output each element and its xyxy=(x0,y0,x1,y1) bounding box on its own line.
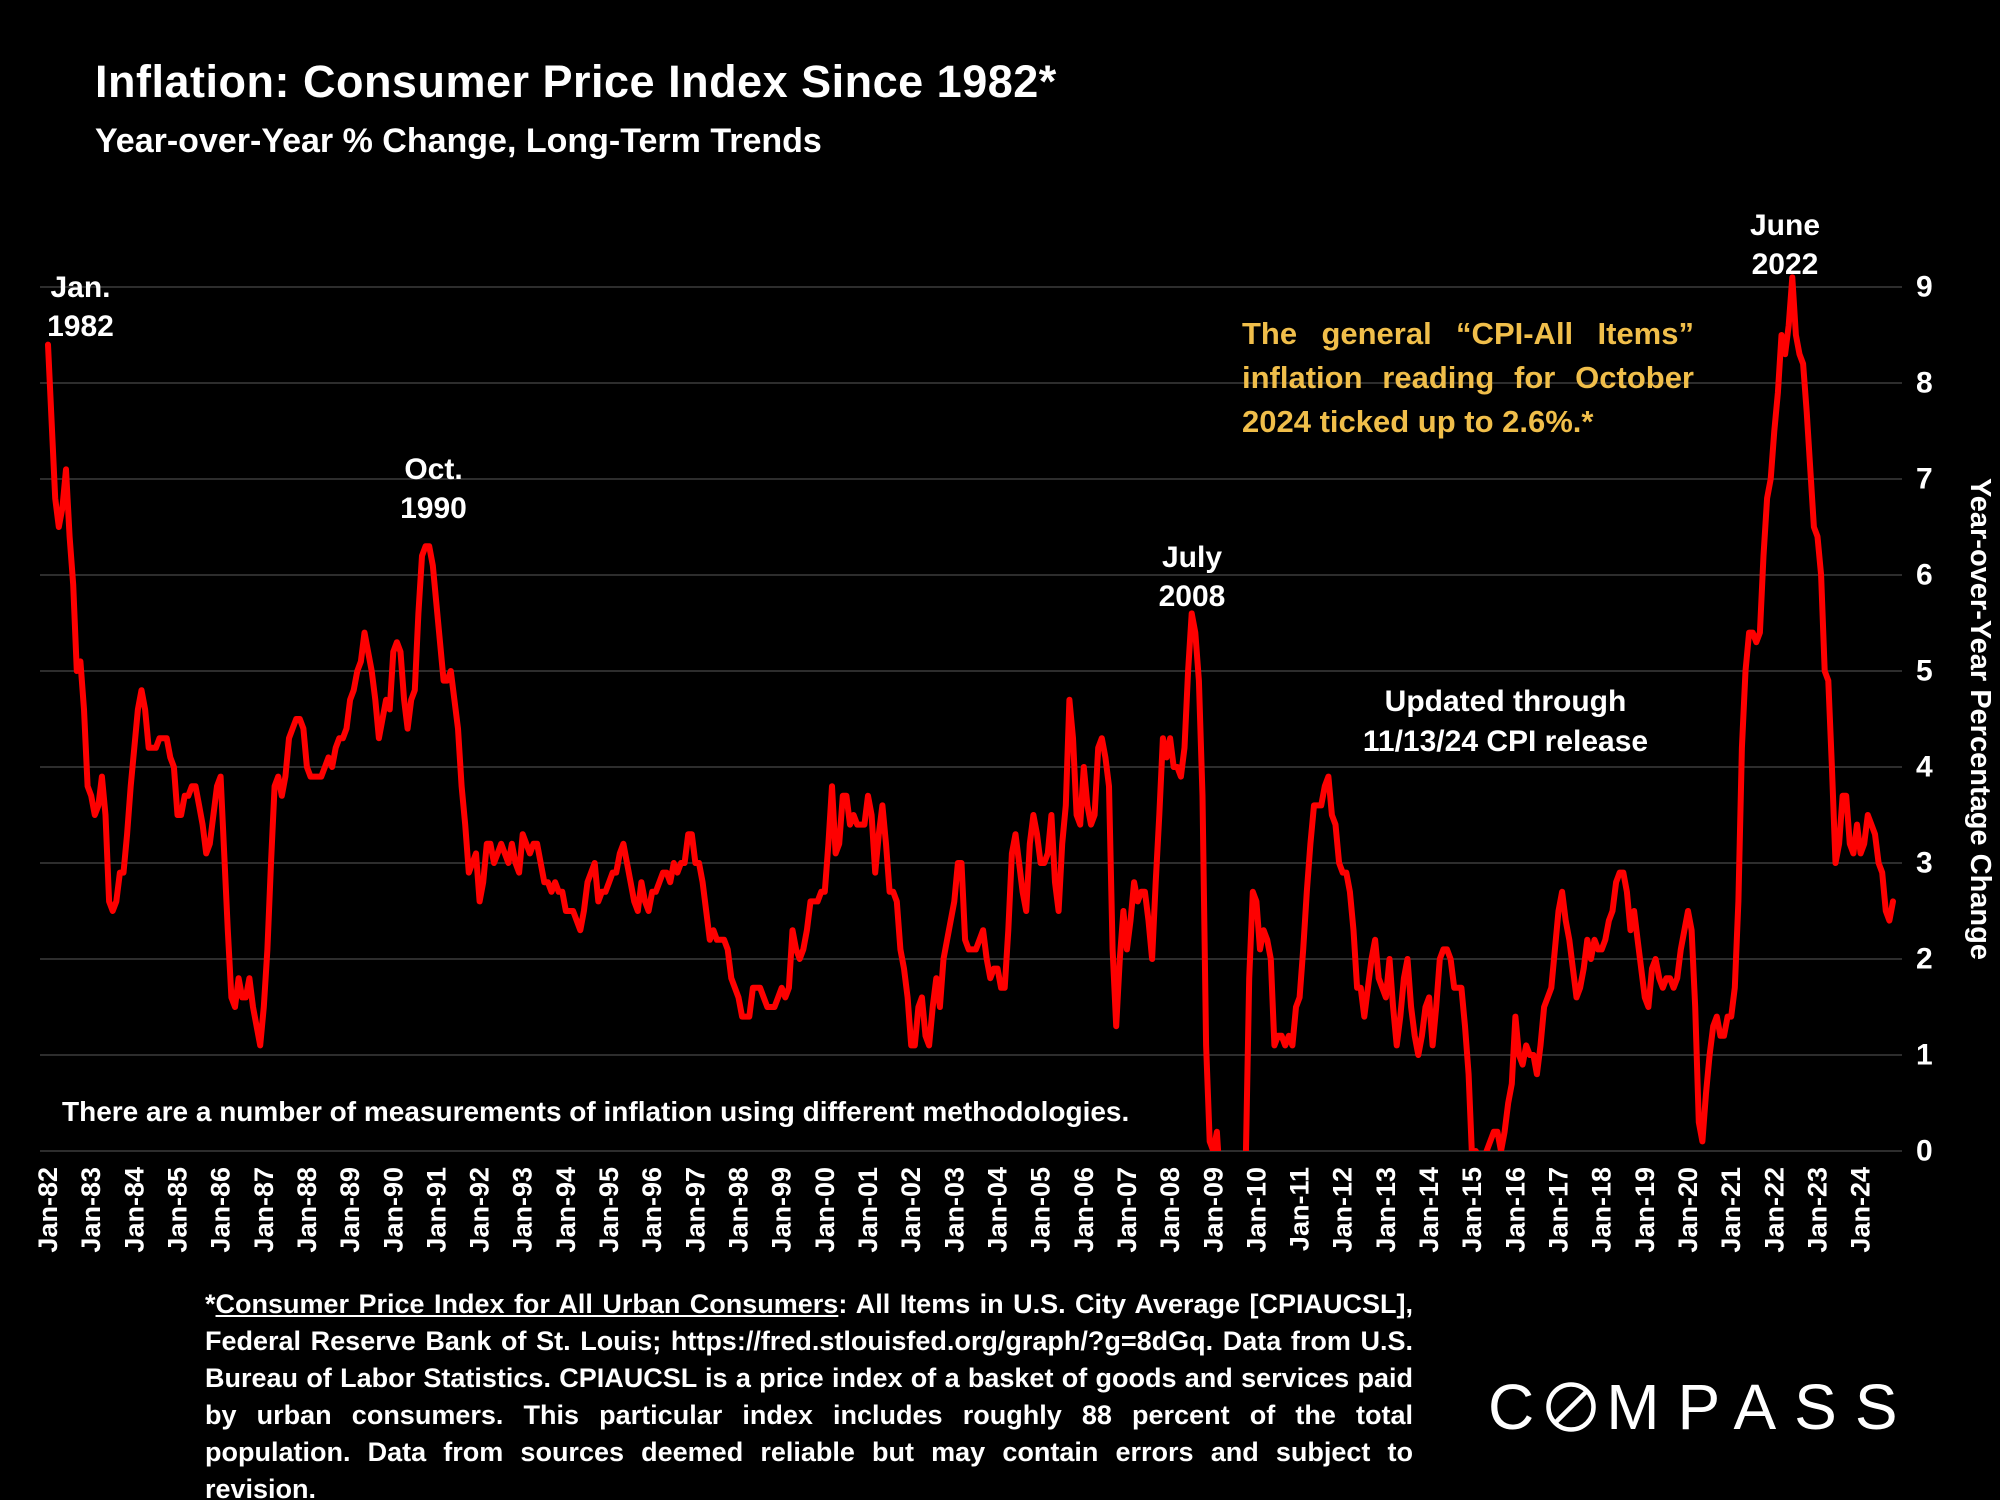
y-tick-label: 4 xyxy=(1916,751,1933,784)
logo-text-left: C xyxy=(1488,1371,1553,1443)
x-tick-label: Jan-06 xyxy=(1069,1167,1099,1253)
x-tick-label: Jan-86 xyxy=(206,1167,236,1253)
annotation-july-2008: July 2008 xyxy=(1122,538,1262,616)
annotation-line: Jan. xyxy=(50,271,111,304)
annotation-line: July xyxy=(1161,541,1223,574)
footnote-body: : All Items in U.S. City Average [CPIAUC… xyxy=(205,1289,1414,1500)
compass-logo: C MPASS xyxy=(1488,1370,1916,1444)
x-tick-label: Jan-13 xyxy=(1371,1167,1401,1253)
y-tick-label: 7 xyxy=(1916,463,1933,496)
y-tick-label: 6 xyxy=(1916,559,1933,592)
x-tick-label: Jan-00 xyxy=(810,1167,840,1253)
x-tick-label: Jan-89 xyxy=(335,1167,365,1253)
annotation-line: 1982 xyxy=(47,310,114,343)
x-tick-label: Jan-14 xyxy=(1414,1167,1444,1253)
x-tick-label: Jan-87 xyxy=(249,1167,279,1253)
annotation-october-2024-callout: The general “CPI-All Items” inflation re… xyxy=(1242,316,1694,439)
x-tick-label: Jan-15 xyxy=(1457,1167,1487,1253)
annotation-june-2022: June 2022 xyxy=(1710,206,1860,284)
x-tick-label: Jan-17 xyxy=(1544,1167,1574,1253)
slashed-o-icon xyxy=(1546,1382,1596,1432)
x-tick-label: Jan-84 xyxy=(119,1167,149,1253)
x-tick-label: Jan-94 xyxy=(551,1167,581,1253)
x-tick-label: Jan-07 xyxy=(1112,1167,1142,1253)
y-tick-label: 3 xyxy=(1916,847,1933,880)
x-tick-label: Jan-03 xyxy=(939,1167,969,1253)
annotation-line: June xyxy=(1749,209,1821,242)
x-tick-label: Jan-09 xyxy=(1198,1167,1228,1253)
x-tick-label: Jan-22 xyxy=(1759,1167,1789,1253)
y-tick-label: 5 xyxy=(1916,655,1933,688)
y-axis-title: Year-over-Year Percentage Change xyxy=(1964,478,1996,960)
x-tick-label: Jan-92 xyxy=(465,1167,495,1253)
y-tick-label: 8 xyxy=(1916,367,1933,400)
x-tick-label: Jan-18 xyxy=(1587,1167,1617,1253)
x-tick-label: Jan-08 xyxy=(1155,1167,1185,1253)
y-tick-label: 0 xyxy=(1916,1135,1933,1168)
x-tick-label: Jan-19 xyxy=(1630,1167,1660,1253)
x-tick-label: Jan-20 xyxy=(1673,1167,1703,1253)
footnote: *Consumer Price Index for All Urban Cons… xyxy=(205,1286,1413,1500)
annotation-line: 2008 xyxy=(1158,580,1226,613)
annotation-line: 1990 xyxy=(400,492,467,525)
x-tick-label: Jan-16 xyxy=(1500,1167,1530,1253)
annotation-updated-through: Updated through 11/13/24 CPI release xyxy=(1308,682,1703,762)
logo-text-right: MPASS xyxy=(1606,1371,1916,1443)
chart-subtitle: Year-over-Year % Change, Long-Term Trend… xyxy=(95,122,822,160)
annotation-line: 11/13/24 CPI release xyxy=(1362,725,1649,758)
x-tick-label: Jan-90 xyxy=(378,1167,408,1253)
cpi-line xyxy=(45,274,1896,1151)
y-tick-label: 2 xyxy=(1916,943,1933,976)
annotation-methodologies-note: There are a number of measurements of in… xyxy=(62,1096,1130,1127)
x-tick-label: Jan-10 xyxy=(1241,1167,1271,1253)
annotation-line: Oct. xyxy=(404,453,463,486)
x-tick-label: Jan-97 xyxy=(680,1167,710,1253)
x-tick-label: Jan-04 xyxy=(982,1167,1012,1253)
footnote-asterisk: * xyxy=(205,1289,216,1319)
x-tick-label: Jan-23 xyxy=(1802,1167,1832,1253)
x-tick-label: Jan-95 xyxy=(594,1167,624,1253)
x-tick-label: Jan-91 xyxy=(421,1167,451,1253)
chart-title: Inflation: Consumer Price Index Since 19… xyxy=(95,56,1057,107)
annotation-oct-1990: Oct. 1990 xyxy=(366,450,501,528)
footnote-underlined-term: Consumer Price Index for All Urban Consu… xyxy=(215,1289,839,1319)
x-tick-label: Jan-21 xyxy=(1716,1167,1746,1253)
x-tick-label: Jan-99 xyxy=(767,1167,797,1253)
x-tick-label: Jan-11 xyxy=(1285,1167,1315,1251)
y-tick-label: 9 xyxy=(1916,271,1933,304)
x-tick-label: Jan-82 xyxy=(33,1167,63,1253)
x-tick-label: Jan-88 xyxy=(292,1167,322,1253)
x-tick-label: Jan-05 xyxy=(1026,1167,1056,1253)
x-tick-label: Jan-01 xyxy=(853,1167,883,1253)
x-tick-label: Jan-96 xyxy=(637,1167,667,1253)
x-tick-label: Jan-12 xyxy=(1328,1167,1358,1253)
x-tick-label: Jan-02 xyxy=(896,1167,926,1253)
x-tick-label: Jan-24 xyxy=(1846,1167,1876,1253)
annotation-line: Updated through xyxy=(1384,685,1627,718)
y-tick-label: 1 xyxy=(1916,1039,1933,1072)
annotation-line: 2022 xyxy=(1751,248,1819,281)
annotation-jan-1982: Jan. 1982 xyxy=(18,268,143,346)
x-tick-label: Jan-98 xyxy=(724,1167,754,1253)
x-tick-label: Jan-83 xyxy=(76,1167,106,1253)
x-tick-label: Jan-85 xyxy=(162,1167,192,1253)
x-tick-label: Jan-93 xyxy=(508,1167,538,1253)
